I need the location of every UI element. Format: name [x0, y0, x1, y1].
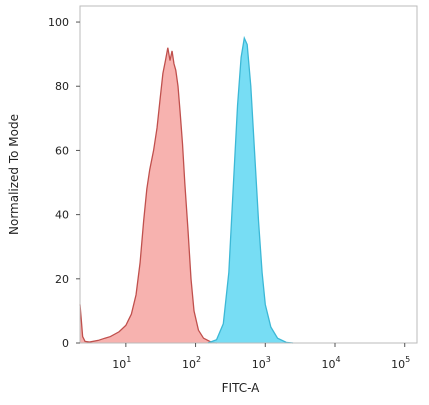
y-tick-label: 20	[55, 273, 69, 286]
y-tick-label: 80	[55, 80, 69, 93]
series-1-line	[79, 47, 217, 344]
y-tick-label: 60	[55, 144, 69, 157]
x-tick-label: 103	[252, 355, 271, 371]
plot-frame	[79, 5, 418, 344]
series-2-line	[207, 35, 294, 344]
x-axis-label: FITC-A	[222, 381, 261, 395]
x-tick-label: 105	[391, 355, 410, 371]
series-1-area	[80, 47, 217, 343]
x-tick-label: 104	[321, 355, 340, 371]
x-tick-label: 101	[112, 355, 131, 371]
y-tick-label: 40	[55, 209, 69, 222]
y-tick-label: 100	[48, 16, 69, 29]
y-tick-label: 0	[62, 337, 69, 350]
x-tick-label: 102	[182, 355, 201, 371]
y-axis-label: Normalized To Mode	[7, 114, 21, 235]
series-layer	[79, 35, 294, 344]
